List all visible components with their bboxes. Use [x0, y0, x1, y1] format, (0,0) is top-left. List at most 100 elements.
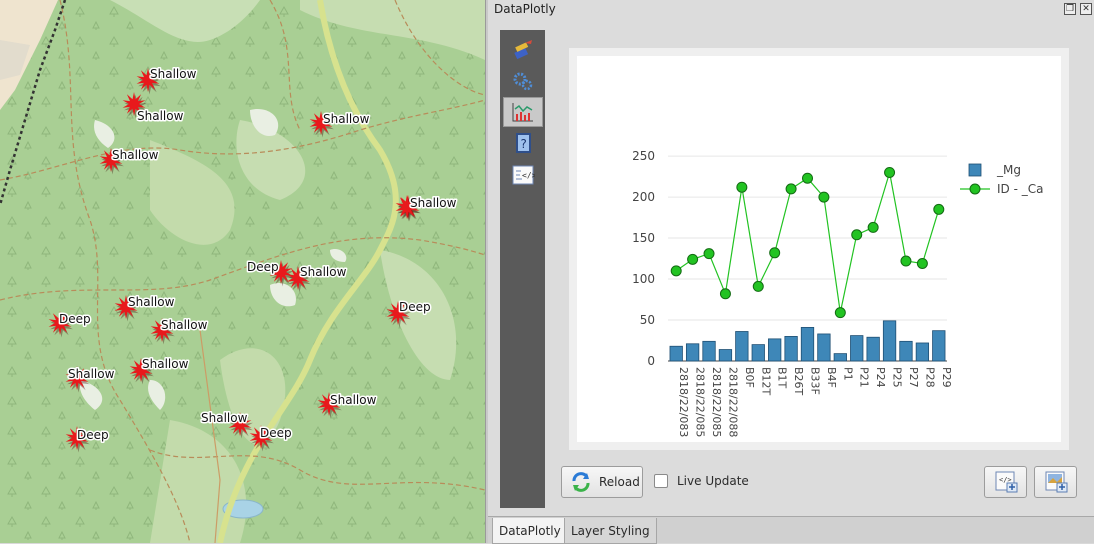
- bar[interactable]: [768, 338, 782, 362]
- reload-button[interactable]: Reload: [561, 466, 643, 498]
- sample-marker[interactable]: Shallow: [317, 392, 378, 419]
- bar[interactable]: [915, 342, 930, 362]
- export-image-button[interactable]: [1034, 466, 1077, 498]
- marker-label: Shallow: [68, 367, 115, 381]
- marker-label: Deep: [399, 300, 431, 314]
- line-point[interactable]: [851, 229, 863, 241]
- y-tick-label: 150: [632, 231, 655, 245]
- sample-marker[interactable]: Shallow: [122, 92, 185, 125]
- line-point[interactable]: [867, 221, 879, 233]
- bar[interactable]: [850, 335, 864, 362]
- sample-marker[interactable]: Deep: [48, 311, 92, 338]
- sample-marker[interactable]: Shallow: [65, 366, 116, 393]
- bar[interactable]: [882, 320, 897, 362]
- marker-label: Shallow: [410, 196, 457, 210]
- sample-marker[interactable]: Shallow: [309, 111, 371, 138]
- sample-marker[interactable]: Shallow: [99, 147, 160, 175]
- bar[interactable]: [800, 326, 815, 362]
- bar[interactable]: [784, 336, 798, 362]
- marker-label: Deep: [260, 426, 292, 440]
- line-point[interactable]: [719, 288, 731, 300]
- sample-marker[interactable]: Deep: [65, 426, 110, 453]
- map-canvas[interactable]: Shallow Shallow Shallow Shallow Shallow Deep S…: [0, 0, 485, 543]
- line-point[interactable]: [933, 203, 945, 215]
- marker-star-icon: [309, 111, 333, 135]
- sample-marker[interactable]: Shallow: [129, 356, 190, 385]
- help-book-icon[interactable]: ?: [503, 128, 543, 158]
- float-window-icon[interactable]: ❐: [1064, 3, 1076, 15]
- line-point[interactable]: [884, 166, 896, 178]
- marker-star-icon: [136, 68, 160, 92]
- line-point[interactable]: [785, 183, 797, 195]
- dock-title: DataPlotly: [494, 2, 556, 16]
- marker-star-icon: [122, 92, 146, 116]
- marker-label: Shallow: [410, 196, 457, 210]
- marker-star-icon: [395, 195, 419, 219]
- x-tick-label: B0F: [743, 367, 756, 388]
- marker-label: Shallow: [330, 393, 377, 407]
- plot-area[interactable]: 0 50 100 150 200 250 2818/22/083 2818/22/085 281…: [577, 56, 1061, 442]
- dock-tab-bar: DataPlotly Layer Styling: [488, 516, 1094, 544]
- export-html-button[interactable]: </>: [984, 466, 1027, 498]
- tab-layer-styling[interactable]: Layer Styling: [564, 518, 657, 544]
- sample-marker[interactable]: Shallow: [286, 264, 348, 293]
- line-point[interactable]: [818, 191, 830, 203]
- sample-marker[interactable]: Deep: [246, 259, 294, 287]
- line-point[interactable]: [802, 172, 813, 184]
- bar[interactable]: [751, 344, 765, 362]
- bar[interactable]: [899, 340, 913, 362]
- tab-dataplotly[interactable]: DataPlotly: [492, 518, 568, 544]
- sample-marker[interactable]: Shallow: [114, 294, 176, 322]
- marker-star-icon: [228, 412, 252, 436]
- checkbox-box[interactable]: [654, 474, 668, 488]
- sample-marker[interactable]: Deep: [386, 299, 432, 328]
- line-point[interactable]: [834, 307, 846, 319]
- svg-text:?: ?: [521, 137, 527, 151]
- chart-legend[interactable]: _Mg ID - _Ca: [960, 163, 1043, 196]
- bar[interactable]: [817, 333, 831, 362]
- line-point[interactable]: [736, 181, 748, 193]
- line-point[interactable]: [769, 247, 781, 259]
- marker-label: Deep: [247, 260, 279, 274]
- bar[interactable]: [866, 336, 880, 362]
- line-point[interactable]: [687, 253, 699, 265]
- paint-brush-icon[interactable]: [503, 34, 543, 64]
- line-point[interactable]: [670, 265, 682, 277]
- x-tick-label: B1T: [776, 367, 789, 389]
- line-point[interactable]: [752, 280, 764, 292]
- sample-marker[interactable]: Shallow: [200, 410, 253, 439]
- line-point[interactable]: [703, 248, 715, 260]
- bar[interactable]: [669, 345, 683, 362]
- plot-icon[interactable]: [503, 97, 543, 127]
- bar[interactable]: [735, 331, 749, 362]
- gears-icon[interactable]: [503, 66, 543, 96]
- sample-marker[interactable]: Shallow: [395, 195, 458, 222]
- map-svg: Shallow Shallow Shallow Shallow Shallow Deep S…: [0, 0, 485, 543]
- bar[interactable]: [702, 340, 716, 362]
- close-icon[interactable]: ✕: [1080, 3, 1092, 15]
- panel-splitter[interactable]: [485, 0, 488, 543]
- marker-label: Shallow: [201, 411, 248, 425]
- bar[interactable]: [685, 343, 700, 362]
- live-update-checkbox[interactable]: Live Update: [654, 474, 749, 488]
- marker-star-icon: [99, 148, 123, 172]
- legend-entry: ID - _Ca: [997, 182, 1043, 196]
- line-point[interactable]: [916, 257, 928, 269]
- bar[interactable]: [932, 330, 946, 362]
- sample-marker[interactable]: Deep: [249, 425, 293, 452]
- bar[interactable]: [833, 353, 847, 362]
- sample-marker[interactable]: Shallow: [150, 317, 209, 345]
- y-tick-label: 200: [632, 190, 655, 204]
- tab-label: Layer Styling: [571, 523, 650, 538]
- marker-label: Shallow: [112, 148, 159, 162]
- live-update-label: Live Update: [677, 474, 749, 488]
- code-icon[interactable]: </>: [503, 160, 543, 190]
- marker-layer: Shallow Shallow Shallow Shallow Shallow Deep S…: [48, 66, 458, 453]
- marker-label: Deep: [77, 428, 109, 442]
- legend-bar-swatch: [968, 163, 982, 177]
- sample-marker[interactable]: Shallow: [136, 66, 198, 95]
- svg-text:</>: </>: [999, 476, 1012, 484]
- tab-label: DataPlotly: [499, 523, 561, 538]
- bar[interactable]: [718, 349, 733, 362]
- line-point[interactable]: [900, 255, 912, 267]
